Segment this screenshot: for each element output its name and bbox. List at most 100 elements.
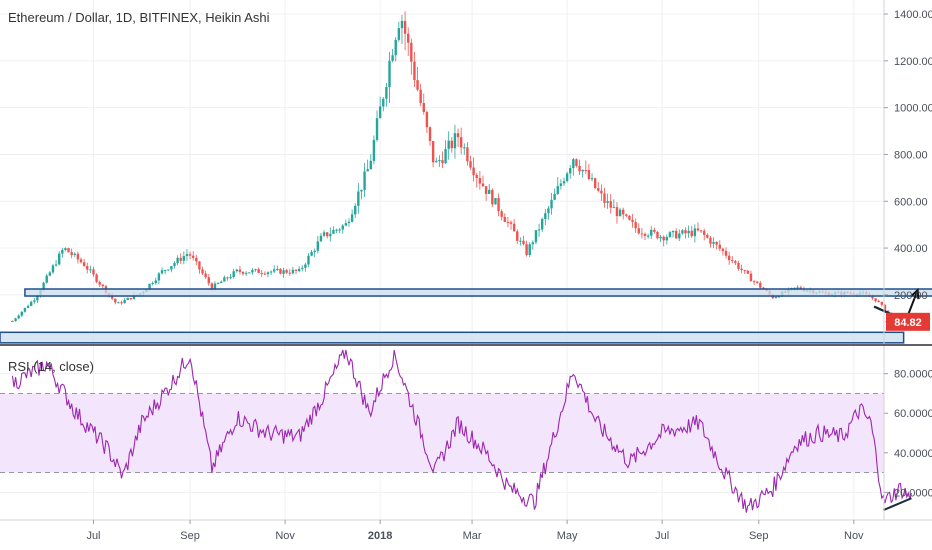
candle-body xyxy=(391,55,394,61)
candle-body xyxy=(544,213,547,220)
candle-body xyxy=(170,266,173,270)
candle-body xyxy=(229,276,232,279)
candle-body xyxy=(777,296,781,298)
candle-body xyxy=(537,229,541,231)
candle-body xyxy=(874,298,877,301)
candle-body xyxy=(406,33,410,43)
candle-body xyxy=(179,257,182,261)
candle-body xyxy=(693,228,697,237)
candle-body xyxy=(310,251,313,256)
candle-body xyxy=(313,250,316,252)
candle-body xyxy=(597,188,600,191)
candle-body xyxy=(659,236,662,239)
rsi-tick-label: 40.0000 xyxy=(894,448,932,460)
candle-body xyxy=(715,241,718,245)
candle-body xyxy=(322,232,326,236)
candle-body xyxy=(48,272,52,276)
candle-body xyxy=(478,177,482,184)
last-price-badge xyxy=(886,312,930,331)
candle-body xyxy=(154,280,157,284)
candle-body xyxy=(500,211,503,217)
candle-body xyxy=(727,255,731,261)
candle-body xyxy=(266,272,270,275)
candle-body xyxy=(463,147,466,149)
candle-body xyxy=(512,223,516,232)
candle-body xyxy=(20,311,24,316)
rsi-title: RSI (14, close) xyxy=(8,359,94,374)
candle-body xyxy=(531,242,535,245)
candle-body xyxy=(163,270,167,272)
candle-body xyxy=(260,273,263,275)
time-tick-label: Sep xyxy=(180,530,200,542)
candle-body xyxy=(207,277,210,284)
candle-body xyxy=(45,275,48,283)
candle-body xyxy=(354,205,357,215)
candle-body xyxy=(413,61,416,81)
candle-body xyxy=(350,214,354,222)
candle-body xyxy=(519,240,522,242)
candle-body xyxy=(319,235,323,242)
candle-body xyxy=(101,284,105,287)
candle-body xyxy=(70,252,73,255)
candle-body xyxy=(282,270,285,274)
rsi-trendline xyxy=(882,497,912,512)
candle-body xyxy=(17,315,20,319)
time-axis[interactable]: JulSepNov2018MarMayJulSepNov2019 xyxy=(86,520,932,542)
rsi-tick-label: 20.0000 xyxy=(894,487,932,499)
candle-body xyxy=(743,270,746,272)
support-zone-upper xyxy=(24,288,932,297)
candle-body xyxy=(793,287,796,289)
candle-body xyxy=(746,270,750,274)
candle-body xyxy=(204,273,207,278)
candle-body xyxy=(718,244,721,249)
candle-body xyxy=(637,228,640,234)
candle-body xyxy=(491,189,494,205)
candle-body xyxy=(590,178,594,180)
candle-body xyxy=(634,222,637,229)
candle-body xyxy=(877,300,880,302)
candle-body xyxy=(332,229,335,234)
candle-body xyxy=(195,257,198,262)
candle-body xyxy=(126,297,129,301)
candle-body xyxy=(325,232,329,237)
candle-body xyxy=(749,273,753,282)
candle-body xyxy=(712,241,715,244)
candle-body xyxy=(244,272,248,274)
candle-body xyxy=(721,248,725,251)
time-tick-label: May xyxy=(557,530,578,542)
candle-body xyxy=(54,264,58,266)
candle-body xyxy=(450,140,454,149)
candle-body xyxy=(603,193,606,203)
candle-body xyxy=(640,233,644,235)
rsi-tick-label: 80.0000 xyxy=(894,369,932,381)
candle-body xyxy=(516,231,519,241)
price-axis[interactable]: 200.00 400.00 600.00 800.00 1000.00 1200.00 14… xyxy=(0,0,932,521)
candle-body xyxy=(191,255,195,258)
candle-body xyxy=(363,171,366,190)
candle-body xyxy=(129,297,133,300)
candle-body xyxy=(210,283,214,290)
candle-body xyxy=(441,160,444,164)
rsi-band-fill xyxy=(0,393,884,473)
candle-body xyxy=(36,295,39,301)
candle-body xyxy=(23,307,27,312)
candle-body xyxy=(403,20,407,34)
candle-body xyxy=(475,175,478,178)
candle-body xyxy=(288,272,291,274)
candle-body xyxy=(388,60,391,88)
candle-body xyxy=(157,273,161,281)
candle-body xyxy=(472,167,475,176)
candle-body xyxy=(369,160,373,170)
price-tick-label: 200.00 xyxy=(894,290,928,302)
candle-body xyxy=(176,257,179,264)
candle-body xyxy=(385,87,388,99)
candle-body xyxy=(628,215,631,220)
candle-body xyxy=(416,80,419,90)
price-tick-label: 800.00 xyxy=(894,149,928,161)
candle-body xyxy=(223,277,226,282)
candle-body xyxy=(871,296,874,299)
price-tick-label: 400.00 xyxy=(894,243,928,255)
candle-body xyxy=(547,208,550,214)
candle-body xyxy=(553,193,556,200)
candle-body xyxy=(883,304,887,311)
